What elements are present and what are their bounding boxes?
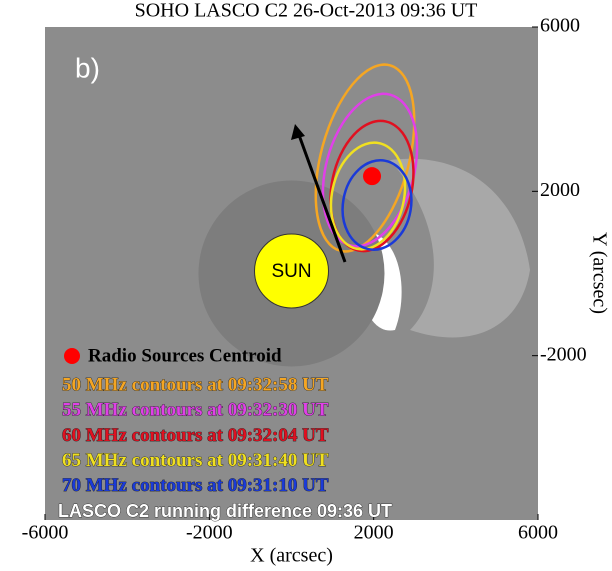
radio-centroid: [363, 167, 381, 185]
contour-legend: 50 MHz contours at 09:32:58 UT: [62, 374, 329, 395]
y-tick-label: 6000: [540, 15, 580, 37]
x-axis-label: X (arcsec): [250, 545, 333, 567]
contour-legend: 60 MHz contours at 09:32:04 UT: [62, 425, 329, 446]
sun-label: SUN: [271, 261, 311, 282]
contour-legend: 70 MHz contours at 09:31:10 UT: [62, 475, 329, 496]
legend-marker: [64, 348, 80, 364]
panel-label: b): [75, 52, 100, 83]
chart: SUN b) SOHO LASCO C2 26-Oct-2013 09:36 U…: [0, 0, 612, 571]
contour-legend: LASCO C2 running difference 09:36 UT: [58, 501, 392, 521]
legend-label: Radio Sources Centroid: [88, 345, 282, 366]
x-tick-label: 6000: [518, 522, 558, 544]
y-axis-label: Y (arcsec): [588, 232, 610, 314]
contour-legend: 65 MHz contours at 09:31:40 UT: [62, 450, 329, 471]
x-tick-label: 2000: [354, 522, 394, 544]
chart-title: SOHO LASCO C2 26-Oct-2013 09:36 UT: [135, 0, 478, 22]
x-tick-label: -6000: [22, 522, 69, 544]
contour-legend: 55 MHz contours at 09:32:30 UT: [62, 400, 329, 421]
y-tick-label: 2000: [540, 179, 580, 201]
y-tick-label: -2000: [540, 343, 587, 365]
x-tick-label: -2000: [186, 522, 233, 544]
